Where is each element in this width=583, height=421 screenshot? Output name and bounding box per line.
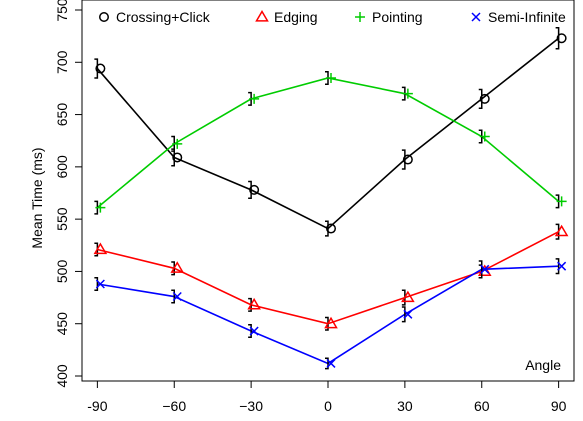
legend-label: Semi-Infinite (488, 9, 566, 25)
data-series (93, 27, 569, 370)
cross-marker (95, 279, 105, 289)
circle-marker (95, 63, 106, 74)
error-bar (171, 148, 175, 167)
series-crossing-click (94, 27, 567, 237)
cross-marker (471, 12, 481, 22)
circle-marker (402, 154, 413, 165)
legend-item: Pointing (355, 9, 423, 25)
legend-item: Edging (255, 9, 318, 25)
plus-marker (172, 138, 183, 149)
x-axis-label: Angle (525, 357, 561, 373)
legend: Crossing+Click Edging Pointing Semi-Infinit… (99, 9, 566, 25)
error-bar (171, 289, 175, 304)
error-bar (94, 276, 99, 292)
plus-marker (326, 72, 336, 83)
series-pointing (94, 70, 567, 215)
plus-marker (355, 12, 365, 22)
error-bar (478, 260, 483, 279)
cross-marker (249, 326, 259, 336)
y-tick-label: 550 (54, 207, 70, 231)
cross-marker (557, 261, 567, 271)
plus-marker (479, 131, 490, 142)
triangle-marker (247, 297, 261, 310)
triangle-marker (401, 290, 415, 303)
error-bar (555, 258, 560, 275)
circle-marker (479, 93, 490, 104)
x-tick-label: 90 (551, 398, 567, 414)
error-bar (401, 149, 406, 170)
error-bar (401, 306, 406, 323)
circle-marker (99, 12, 109, 22)
cross-marker (326, 358, 336, 368)
x-tick-label: 30 (397, 398, 413, 414)
circle-marker (326, 223, 336, 234)
error-bar (478, 88, 483, 110)
y-tick-label: 600 (54, 155, 70, 179)
series-line (97, 265, 559, 365)
y-tick-label: 500 (54, 260, 70, 284)
error-bar (248, 180, 252, 199)
error-bar (94, 58, 99, 79)
y-axis-label: Mean Time (ms) (29, 147, 45, 248)
error-bar (555, 27, 560, 50)
error-bar (248, 324, 252, 339)
y-tick-label: 650 (54, 103, 70, 127)
triangle-marker (93, 242, 108, 255)
x-tick-label: −60 (162, 398, 186, 414)
cross-marker (172, 291, 182, 302)
x-tick-label: −30 (239, 398, 263, 414)
plus-marker (402, 88, 413, 99)
circle-marker (249, 184, 260, 195)
legend-item: Crossing+Click (99, 9, 211, 25)
error-bar (325, 220, 329, 237)
y-tick-label: 750 (54, 0, 70, 22)
circle-marker (172, 152, 183, 163)
series-line (97, 230, 559, 325)
series-semi-infinite (94, 258, 567, 370)
cross-marker (403, 309, 413, 319)
series-edging (93, 223, 569, 331)
circle-marker (556, 33, 567, 44)
plus-marker (95, 202, 106, 213)
triangle-marker (255, 10, 269, 22)
plus-marker (249, 93, 260, 104)
cross-marker (480, 264, 490, 274)
legend-item: Semi-Infinite (471, 9, 566, 25)
triangle-marker (554, 224, 569, 237)
y-tick-label: 700 (54, 50, 70, 74)
legend-label: Edging (274, 9, 318, 25)
x-tick-label: 60 (474, 398, 490, 414)
plus-marker (556, 196, 567, 207)
y-tick-label: 450 (54, 312, 70, 336)
x-tick-label: 0 (324, 398, 332, 414)
axes: -90 −60 −30 0 30 60 90 400 450 500 550 600 650 700 750 (54, 0, 567, 414)
legend-label: Pointing (372, 9, 423, 25)
triangle-marker (170, 261, 185, 273)
legend-label: Crossing+Click (116, 9, 211, 25)
x-tick-label: -90 (87, 398, 107, 414)
triangle-marker (324, 316, 338, 329)
error-bar (325, 357, 329, 370)
series-line (96, 37, 560, 230)
y-tick-label: 400 (54, 364, 70, 388)
